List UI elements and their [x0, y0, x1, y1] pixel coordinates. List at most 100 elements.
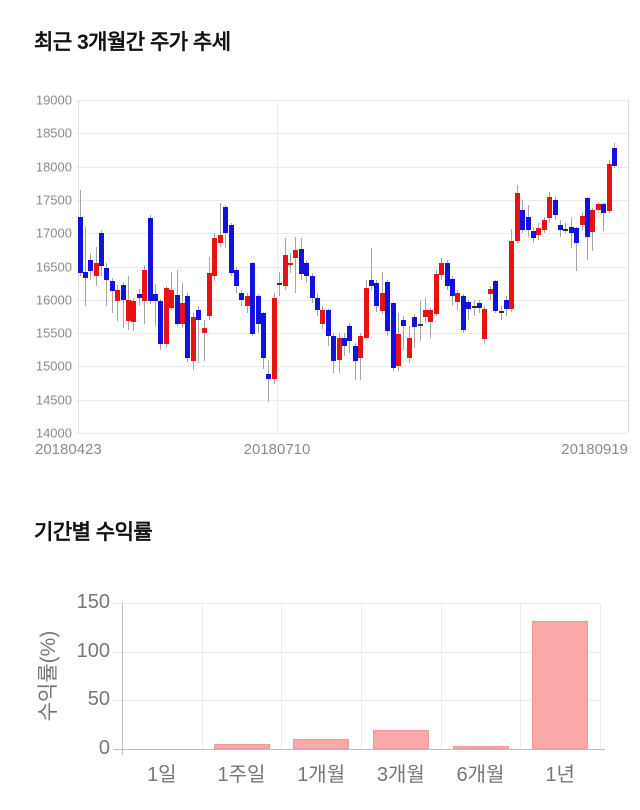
candle-down-body: [153, 294, 159, 302]
candle-down-body: [466, 302, 472, 310]
price-y-tick-label: 15000: [35, 358, 72, 374]
candle-wick: [354, 343, 356, 380]
candle-up-body: [282, 254, 288, 287]
candle-down-body: [401, 319, 407, 327]
candle-up-body: [396, 334, 402, 367]
candle-down-body: [120, 285, 126, 300]
candle-up-body: [433, 273, 439, 314]
candle-down-body: [158, 301, 164, 345]
candle-up-body: [379, 293, 385, 312]
price-gridline: [76, 167, 628, 168]
candle-down-body: [255, 296, 261, 325]
candle-wick: [122, 281, 124, 328]
price-gridline: [76, 400, 628, 401]
price-chart-title: 최근 3개월간 주가 추세: [34, 31, 231, 54]
price-y-tick-label: 17500: [35, 192, 72, 208]
candle-wick: [138, 289, 140, 307]
candle-down-body: [369, 279, 375, 286]
candle-up-body: [271, 297, 277, 380]
candle-down-body: [585, 197, 590, 237]
returns-y-tick-label: 50: [87, 688, 110, 711]
price-mid-gridline: [277, 100, 278, 433]
candle-up-body: [509, 240, 515, 310]
candle-down-body: [196, 309, 202, 320]
candle-up-body: [482, 309, 488, 340]
price-gridline: [76, 133, 628, 134]
candle-up-body: [536, 227, 542, 235]
candle-down-body: [385, 281, 391, 332]
candle-doji-body: [471, 306, 477, 309]
candle-down-body: [315, 297, 321, 311]
returns-category-label: 1주일: [217, 764, 266, 786]
candle-wick: [468, 299, 470, 320]
candle-wick: [419, 301, 421, 342]
candle-down-body: [342, 338, 348, 347]
candle-wick: [565, 223, 567, 234]
candle-up-body: [423, 310, 429, 318]
candle-up-body: [455, 293, 461, 303]
returns-gridline: [113, 700, 600, 701]
candle-wick: [576, 226, 578, 272]
price-gridline: [76, 267, 628, 268]
price-y-tick-label: 18000: [35, 159, 72, 175]
candle-down-body: [147, 217, 153, 302]
candle-up-body: [217, 234, 223, 244]
returns-category-label: 1년: [545, 764, 575, 786]
candle-down-body: [520, 209, 526, 230]
candle-up-body: [363, 288, 369, 338]
candle-down-body: [331, 336, 337, 362]
candle-up-body: [487, 289, 493, 295]
candle-doji-body: [277, 283, 283, 286]
candle-up-body: [439, 262, 445, 276]
candle-down-body: [88, 259, 94, 272]
candle-down-body: [99, 233, 105, 267]
candle-down-body: [104, 267, 110, 280]
price-y-tick-label: 14500: [35, 392, 72, 408]
candle-down-body: [444, 262, 450, 286]
price-y-tick-label: 16000: [35, 292, 72, 308]
returns-slot-gridline: [600, 603, 601, 749]
candle-up-body: [207, 273, 213, 317]
candle-down-body: [493, 280, 499, 311]
returns-y-axis-line: [122, 603, 123, 755]
returns-bar: [532, 621, 589, 749]
candle-down-body: [298, 249, 304, 275]
candle-down-body: [531, 231, 536, 238]
price-y-tick-label: 14000: [35, 425, 72, 441]
returns-y-tick-label: 0: [98, 737, 110, 760]
candle-up-body: [163, 288, 169, 345]
candle-wick: [500, 306, 502, 320]
candle-down-body: [136, 294, 142, 298]
candle-wick: [111, 277, 113, 314]
candle-down-body: [601, 203, 607, 213]
price-gridline: [76, 233, 628, 234]
price-gridline: [76, 300, 628, 301]
candle-up-body: [201, 328, 207, 334]
returns-category-label: 3개월: [376, 764, 425, 786]
returns-gridline: [113, 652, 600, 653]
candle-up-body: [212, 237, 218, 277]
returns-slot-gridline: [441, 603, 442, 749]
candle-wick: [268, 359, 270, 403]
price-gridline: [76, 366, 628, 367]
candle-down-body: [612, 147, 617, 166]
returns-x-axis-line: [113, 749, 605, 750]
candle-down-body: [239, 293, 245, 300]
candle-down-body: [504, 299, 510, 310]
candle-up-body: [320, 310, 326, 324]
candle-down-body: [77, 216, 83, 274]
candle-down-body: [450, 279, 456, 296]
candle-wick: [198, 306, 200, 364]
returns-bar: [213, 743, 270, 749]
returns-slot-gridline: [520, 603, 521, 749]
candle-down-body: [558, 224, 563, 230]
candle-wick: [155, 284, 157, 327]
candle-down-body: [250, 263, 256, 335]
candle-down-body: [374, 283, 380, 307]
returns-slot-gridline: [361, 603, 362, 749]
returns-category-label: 1일: [147, 764, 177, 786]
price-y-tick-label: 19000: [35, 92, 72, 108]
price-y-tick-label: 18500: [35, 125, 72, 141]
candle-down-body: [412, 317, 418, 328]
